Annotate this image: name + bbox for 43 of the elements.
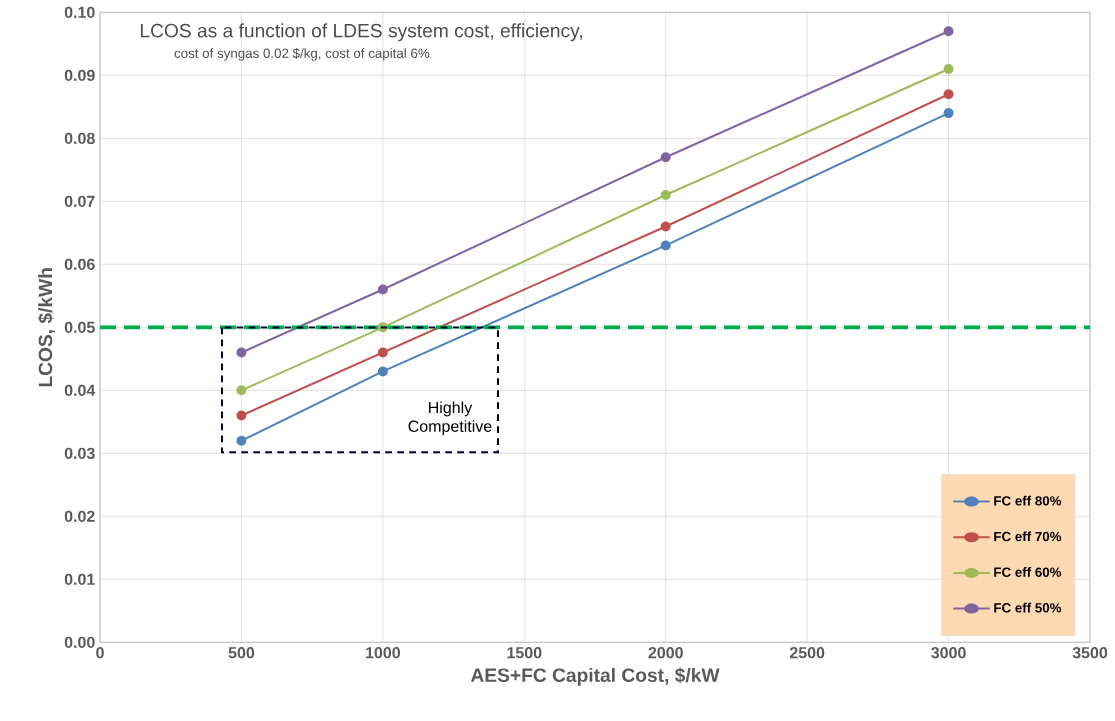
point xyxy=(660,240,671,251)
point xyxy=(943,26,954,37)
point xyxy=(377,347,388,358)
y-axis-title: LCOS, $/kWh xyxy=(37,268,55,387)
y-tick-label: 0.03 xyxy=(64,447,95,460)
x-tick-label: 500 xyxy=(228,647,255,659)
legend-label: FC eff 60% xyxy=(994,567,1062,577)
point xyxy=(236,435,247,446)
x-tick-label: 3500 xyxy=(1072,647,1108,659)
point xyxy=(660,221,671,232)
y-tick-label: 0.06 xyxy=(64,258,95,270)
y-tick-label: 0.00 xyxy=(64,636,95,648)
x-axis-title: AES+FC Capital Cost, $/kW xyxy=(470,667,720,686)
point xyxy=(943,64,954,75)
y-tick-label: 0.05 xyxy=(64,321,95,333)
x-tick-label: 2000 xyxy=(648,647,683,659)
legend-label: FC eff 50% xyxy=(994,602,1062,613)
point xyxy=(236,347,247,358)
legend-label: FC eff 80% xyxy=(994,495,1062,506)
point xyxy=(377,366,388,377)
point xyxy=(660,190,671,201)
legend-label: FC eff 70% xyxy=(994,531,1062,542)
y-tick-label: 0.01 xyxy=(64,573,95,585)
point xyxy=(236,385,247,396)
y-tick-label: 0.04 xyxy=(64,384,96,396)
annotation: Highly Competitive xyxy=(408,401,492,436)
y-tick-label: 0.07 xyxy=(64,195,95,207)
x-tick-label: 2500 xyxy=(789,647,825,659)
point xyxy=(377,284,388,295)
text: cost of syngas 0.02 $/kg, cost of capital 6% xyxy=(174,47,430,61)
text: LCOS as a function of LDES system cost, efficiency, xyxy=(140,23,582,42)
point xyxy=(943,108,954,119)
x-tick-label: 3000 xyxy=(931,647,966,659)
y-tick-label: 0.10 xyxy=(64,6,95,18)
y-tick-label: 0.08 xyxy=(64,132,95,144)
point xyxy=(236,410,247,421)
y-tick-label: 0.02 xyxy=(64,510,95,522)
point xyxy=(660,152,671,163)
x-tick-label: 1000 xyxy=(366,647,400,659)
y-tick-label: 0.09 xyxy=(64,69,95,81)
x-tick-label: 0 xyxy=(96,647,104,659)
x-tick-label: 1500 xyxy=(507,647,542,659)
point xyxy=(943,89,954,100)
